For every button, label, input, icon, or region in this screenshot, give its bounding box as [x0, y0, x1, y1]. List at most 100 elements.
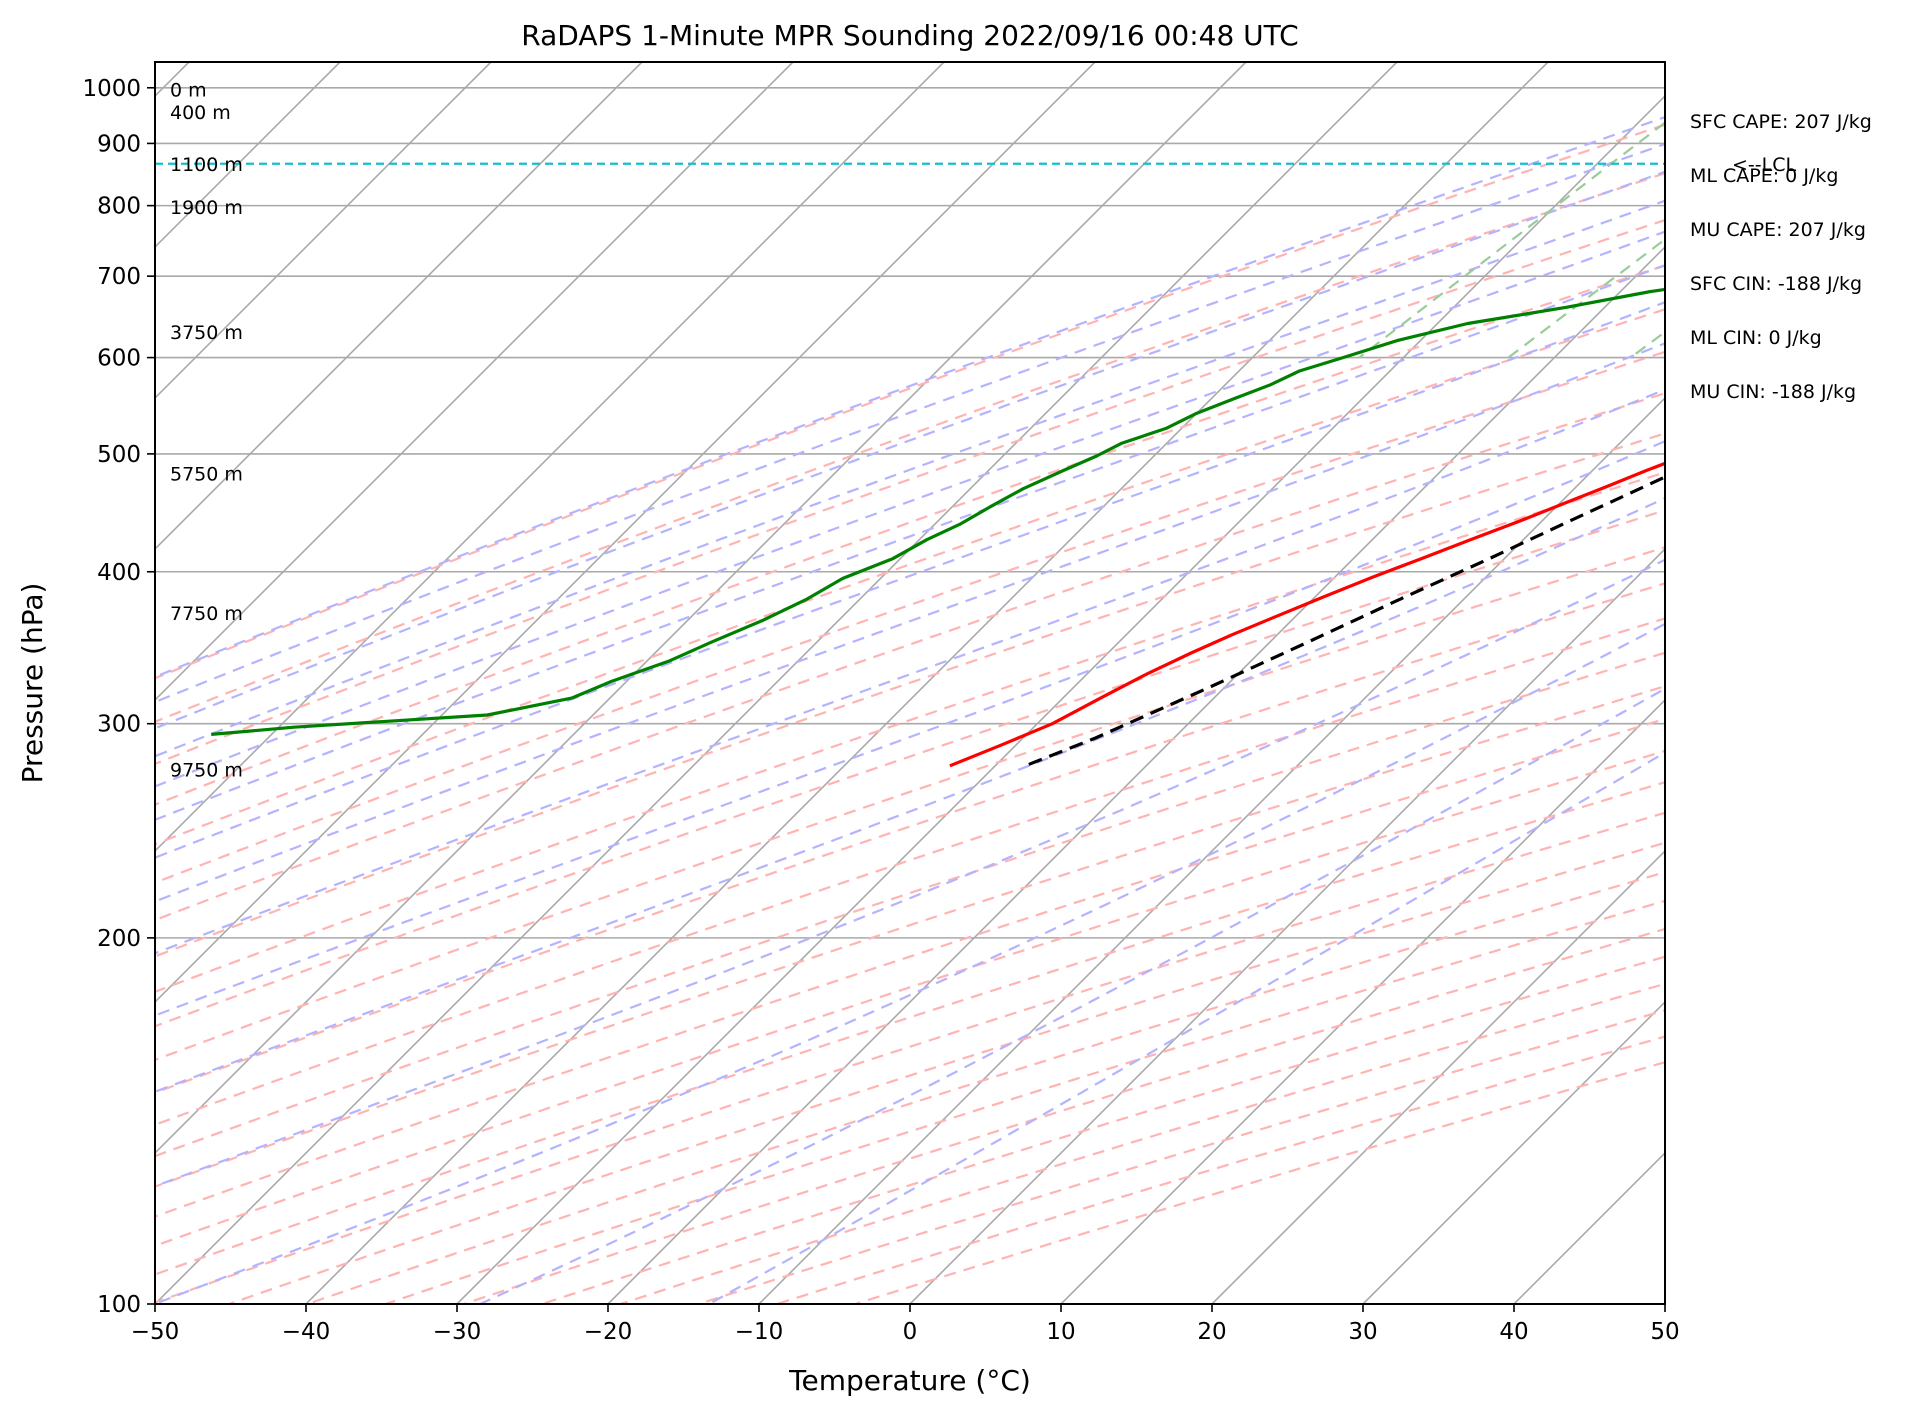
moist-adiabat-line	[155, 199, 1665, 758]
moist-adiabat-line	[155, 170, 1665, 730]
x-tick-label: 20	[1197, 1319, 1226, 1345]
dry-adiabat-line	[620, 982, 1665, 1304]
isotherm-line	[155, 62, 945, 853]
height-label: 1900 m	[170, 197, 243, 219]
dry-adiabat-line	[155, 218, 1665, 766]
isotherm-line	[1664, 1302, 1665, 1304]
y-tick-label: 300	[97, 712, 141, 738]
height-label: 1100 m	[170, 154, 243, 176]
x-axis-label: Temperature (°C)	[788, 1364, 1031, 1397]
x-tick-label: −50	[131, 1319, 180, 1345]
moist-adiabat-line	[155, 142, 1665, 704]
sounding-profiles	[211, 287, 1665, 768]
moist-adiabat-line	[155, 115, 1665, 679]
y-tick-label: 900	[97, 131, 141, 157]
y-tick-label: 500	[97, 442, 141, 468]
y-tick-label: 800	[97, 194, 141, 220]
stat-label: MU CAPE: 207 J/kg	[1690, 219, 1866, 241]
mixing-ratio-line	[1875, 62, 1911, 358]
x-axis-ticks: −50 −40 −30 −20 −10 0 10 20 30 40 50	[131, 1304, 1680, 1345]
moist-adiabat-line	[479, 687, 1665, 1304]
dry-adiabat-line	[854, 1061, 1665, 1304]
height-labels: 9750 m 7750 m 5750 m 3750 m 1900 m 1100 m 400 …	[170, 79, 243, 781]
moist-adiabat-line	[155, 230, 1665, 788]
dry-adiabat-line	[541, 955, 1665, 1304]
moist-adiabat-line	[155, 342, 1665, 903]
stat-label: SFC CAPE: 207 J/kg	[1690, 111, 1872, 133]
x-tick-label: −20	[584, 1319, 633, 1345]
y-tick-label: 100	[97, 1292, 141, 1318]
x-tick-label: −30	[433, 1319, 482, 1345]
isotherm-line	[155, 62, 341, 249]
dry-adiabat-line	[155, 509, 1665, 1028]
isotherm-line	[607, 245, 1665, 1304]
y-tick-label: 700	[97, 264, 141, 290]
dry-adiabat-line	[155, 651, 1665, 1158]
dry-adiabat-line	[155, 392, 1665, 922]
y-axis-label: Pressure (hPa)	[16, 583, 49, 784]
isotherm-line	[909, 547, 1665, 1304]
mixing-ratio-line	[1762, 62, 1911, 358]
isotherm-line	[1362, 1000, 1665, 1304]
x-tick-label: 40	[1499, 1319, 1528, 1345]
height-label: 0 m	[170, 79, 207, 101]
isotherm-line	[1211, 849, 1665, 1304]
lcl-label: <--LCL	[1732, 154, 1796, 176]
stat-label: ML CAPE: 0 J/kg	[1690, 165, 1838, 187]
y-axis-ticks: 100 200 300 400 500 600 700 800 900 1000	[82, 76, 155, 1318]
height-label: 7750 m	[170, 603, 243, 625]
height-label: 400 m	[170, 102, 231, 124]
isotherm-line	[1513, 1151, 1665, 1304]
dry-adiabat-line	[155, 811, 1665, 1304]
mixing-ratio-line	[1507, 238, 1665, 359]
isotherm-line	[1060, 698, 1665, 1304]
stat-label: SFC CIN: -188 J/kg	[1690, 273, 1862, 295]
dry-adiabat-line	[306, 871, 1665, 1304]
y-tick-label: 1000	[82, 76, 141, 102]
isotherm-line	[758, 396, 1665, 1304]
moist-adiabat-line	[155, 497, 1665, 1093]
isotherm-line	[456, 94, 1665, 1304]
isotherm-line	[305, 62, 1549, 1304]
isotherm-line	[1816, 62, 1911, 1304]
x-tick-label: 30	[1348, 1319, 1377, 1345]
dry-adiabat-line	[155, 582, 1665, 1094]
moist-adiabat-line	[155, 264, 1665, 821]
isotherm-line	[155, 62, 1398, 1304]
y-tick-label: 200	[97, 926, 141, 952]
height-label: 9750 m	[170, 760, 243, 782]
temperature-profile	[949, 461, 1665, 768]
x-tick-label: −10	[735, 1319, 784, 1345]
dry-adiabat-line	[228, 841, 1665, 1304]
moist-adiabat-line	[155, 301, 1665, 859]
stat-label: MU CIN: -188 J/kg	[1690, 381, 1856, 403]
y-tick-label: 400	[97, 560, 141, 586]
height-label: 3750 m	[170, 322, 243, 344]
dry-adiabat-line	[155, 432, 1665, 958]
stat-label: ML CIN: 0 J/kg	[1690, 327, 1822, 349]
stability-indices: SFC CAPE: 207 J/kg ML CAPE: 0 J/kg MU CAPE…	[1690, 111, 1872, 403]
x-tick-label: 10	[1046, 1319, 1075, 1345]
moist-adiabat-line	[155, 558, 1665, 1188]
parcel-profile	[1024, 475, 1665, 768]
dry-adiabat-line	[463, 927, 1665, 1304]
mixing-ratio-line	[1629, 330, 1665, 359]
y-tick-label: 600	[97, 346, 141, 372]
chart-title: RaDAPS 1-Minute MPR Sounding 2022/09/16 …	[521, 19, 1298, 52]
moist-adiabat-line	[708, 751, 1665, 1304]
height-label: 5750 m	[170, 463, 243, 485]
dewpoint-profile	[211, 287, 1665, 736]
x-tick-label: 0	[903, 1319, 918, 1345]
dry-adiabat-line	[155, 308, 1665, 846]
moist-adiabat-line	[155, 622, 1665, 1304]
isotherm-line	[155, 62, 794, 702]
dry-adiabat-line	[155, 350, 1665, 884]
dry-adiabat-line	[155, 264, 1665, 806]
dry-adiabat-line	[155, 685, 1665, 1188]
moist-adiabat-line	[155, 440, 1665, 1017]
dry-adiabat-line	[155, 749, 1665, 1248]
x-tick-label: −40	[282, 1319, 331, 1345]
isotherm-line	[155, 62, 1096, 1004]
mixing-ratio-line	[1358, 121, 1665, 359]
